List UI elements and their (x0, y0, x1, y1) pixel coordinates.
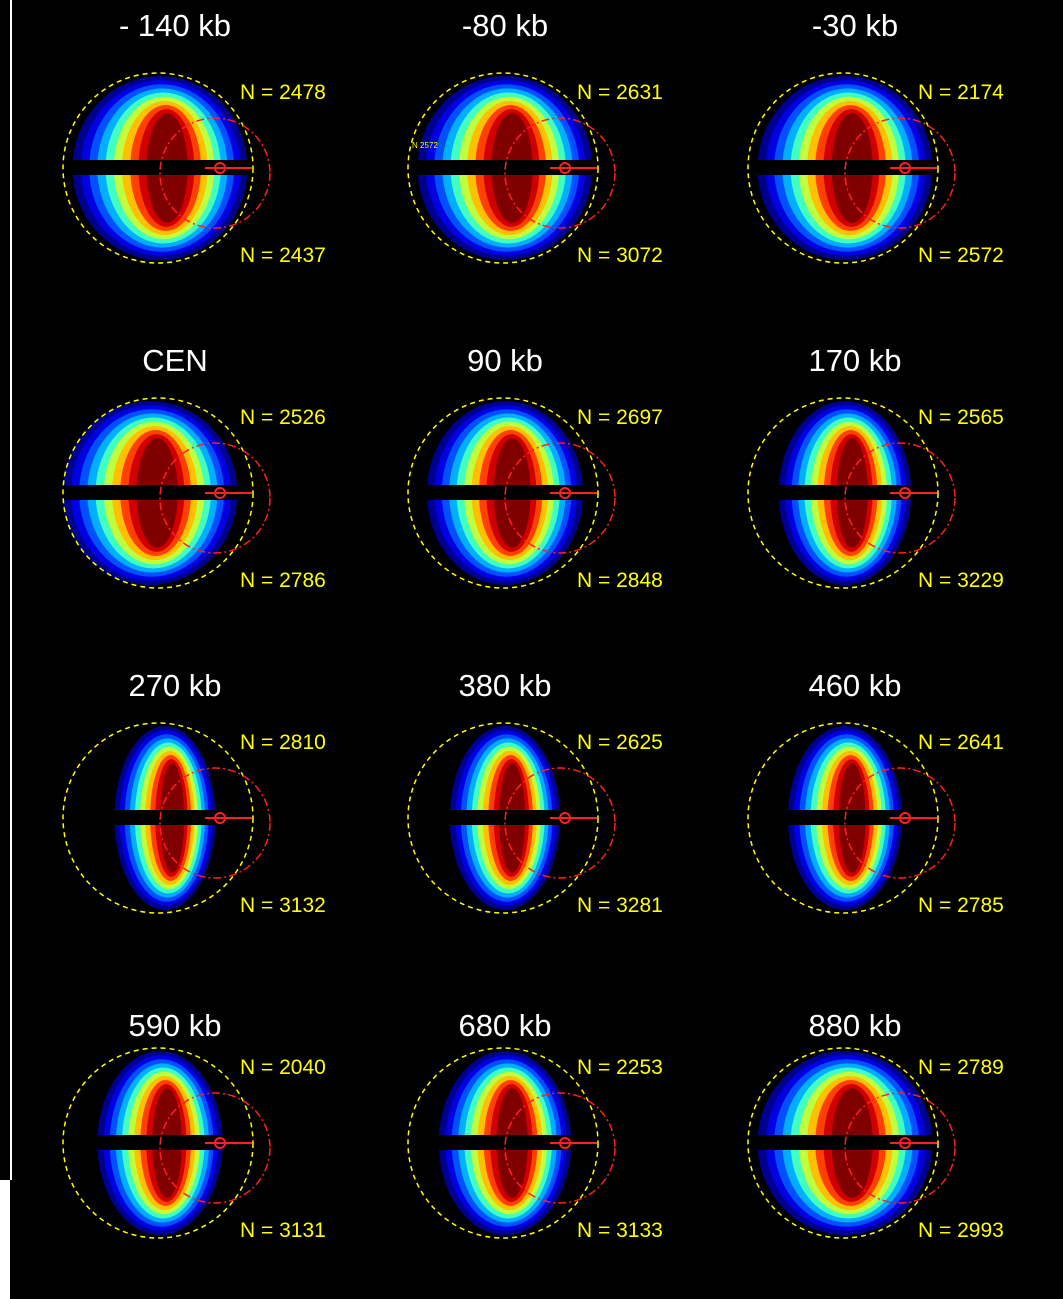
panel-title: 170 kb (808, 343, 901, 378)
mask-bar (405, 810, 597, 825)
count-bottom: N = 2993 (918, 1219, 1004, 1242)
spb-marker (899, 487, 911, 499)
margin (0, 1180, 10, 1299)
spb-marker (214, 162, 226, 174)
count-bottom: N = 3229 (918, 569, 1004, 592)
mask-bar (60, 1135, 252, 1150)
nucleolus-outline (159, 117, 271, 229)
spb-marker (214, 812, 226, 824)
nucleolus-outline (844, 442, 956, 554)
mask-bar (60, 810, 252, 825)
panel-title: 460 kb (808, 668, 901, 703)
panel-title: 880 kb (808, 1008, 901, 1043)
nucleolus-outline (159, 767, 271, 879)
mask-bar (60, 160, 252, 175)
nucleolus-outline (504, 767, 616, 879)
count-bottom: N = 3133 (577, 1219, 663, 1242)
count-bottom: N = 2786 (240, 569, 326, 592)
nucleus-outline (407, 722, 599, 914)
spb-marker (559, 812, 571, 824)
nucleus-outline (407, 1047, 599, 1239)
nucleus-outline (747, 397, 939, 589)
nucleus-outline (407, 397, 599, 589)
nucleus-outline (62, 397, 254, 589)
nucleus-outline (407, 72, 599, 264)
mask-bar (745, 160, 937, 175)
mask-bar (745, 810, 937, 825)
count-bottom: N = 3131 (240, 1219, 326, 1242)
spb-marker (559, 162, 571, 174)
panel-title: 590 kb (128, 1008, 221, 1043)
count-bottom: N = 2785 (918, 894, 1004, 917)
mask-bar (745, 485, 937, 500)
nucleolus-outline (504, 1092, 616, 1204)
count-top: N = 2526 (240, 406, 326, 429)
count-top: N = 2174 (918, 81, 1004, 104)
panel-title: 680 kb (458, 1008, 551, 1043)
nucleolus-outline (844, 767, 956, 879)
nucleolus-outline (159, 442, 271, 554)
count-top: N = 2253 (577, 1056, 663, 1079)
nucleolus-outline (844, 1092, 956, 1204)
nucleus-outline (747, 1047, 939, 1239)
spb-marker (214, 487, 226, 499)
panel-title: CEN (142, 343, 207, 378)
count-top: N = 2641 (918, 731, 1004, 754)
spb-marker (899, 812, 911, 824)
overlay-label: N 2572 (412, 141, 438, 150)
panel-title: 380 kb (458, 668, 551, 703)
count-bottom: N = 3132 (240, 894, 326, 917)
mask-bar (405, 160, 597, 175)
count-top: N = 2789 (918, 1056, 1004, 1079)
nucleolus-outline (159, 1092, 271, 1204)
count-bottom: N = 3281 (577, 894, 663, 917)
count-top: N = 2631 (577, 81, 663, 104)
count-bottom: N = 2437 (240, 244, 326, 267)
count-top: N = 2565 (918, 406, 1004, 429)
nucleus-outline (62, 722, 254, 914)
count-bottom: N = 2848 (577, 569, 663, 592)
mask-bar (405, 485, 597, 500)
count-bottom: N = 3072 (577, 244, 663, 267)
spb-marker (899, 162, 911, 174)
panel-title: -30 kb (812, 8, 898, 43)
spb-marker (214, 1137, 226, 1149)
mask-bar (60, 485, 252, 500)
panel-title: 90 kb (467, 343, 543, 378)
nucleus-outline (62, 1047, 254, 1239)
count-top: N = 2697 (577, 406, 663, 429)
nucleolus-outline (504, 117, 616, 229)
count-bottom: N = 2572 (918, 244, 1004, 267)
panel-title: -80 kb (462, 8, 548, 43)
spb-marker (559, 1137, 571, 1149)
nucleus-outline (747, 722, 939, 914)
mask-bar (745, 1135, 937, 1150)
nucleolus-outline (844, 117, 956, 229)
nucleus-outline (747, 72, 939, 264)
panel-title: 270 kb (128, 668, 221, 703)
mask-bar (405, 1135, 597, 1150)
spb-marker (899, 1137, 911, 1149)
count-top: N = 2478 (240, 81, 326, 104)
panel-title: - 140 kb (119, 8, 231, 43)
count-top: N = 2625 (577, 731, 663, 754)
count-top: N = 2810 (240, 731, 326, 754)
nucleus-outline (62, 72, 254, 264)
spb-marker (559, 487, 571, 499)
nucleolus-outline (504, 442, 616, 554)
count-top: N = 2040 (240, 1056, 326, 1079)
